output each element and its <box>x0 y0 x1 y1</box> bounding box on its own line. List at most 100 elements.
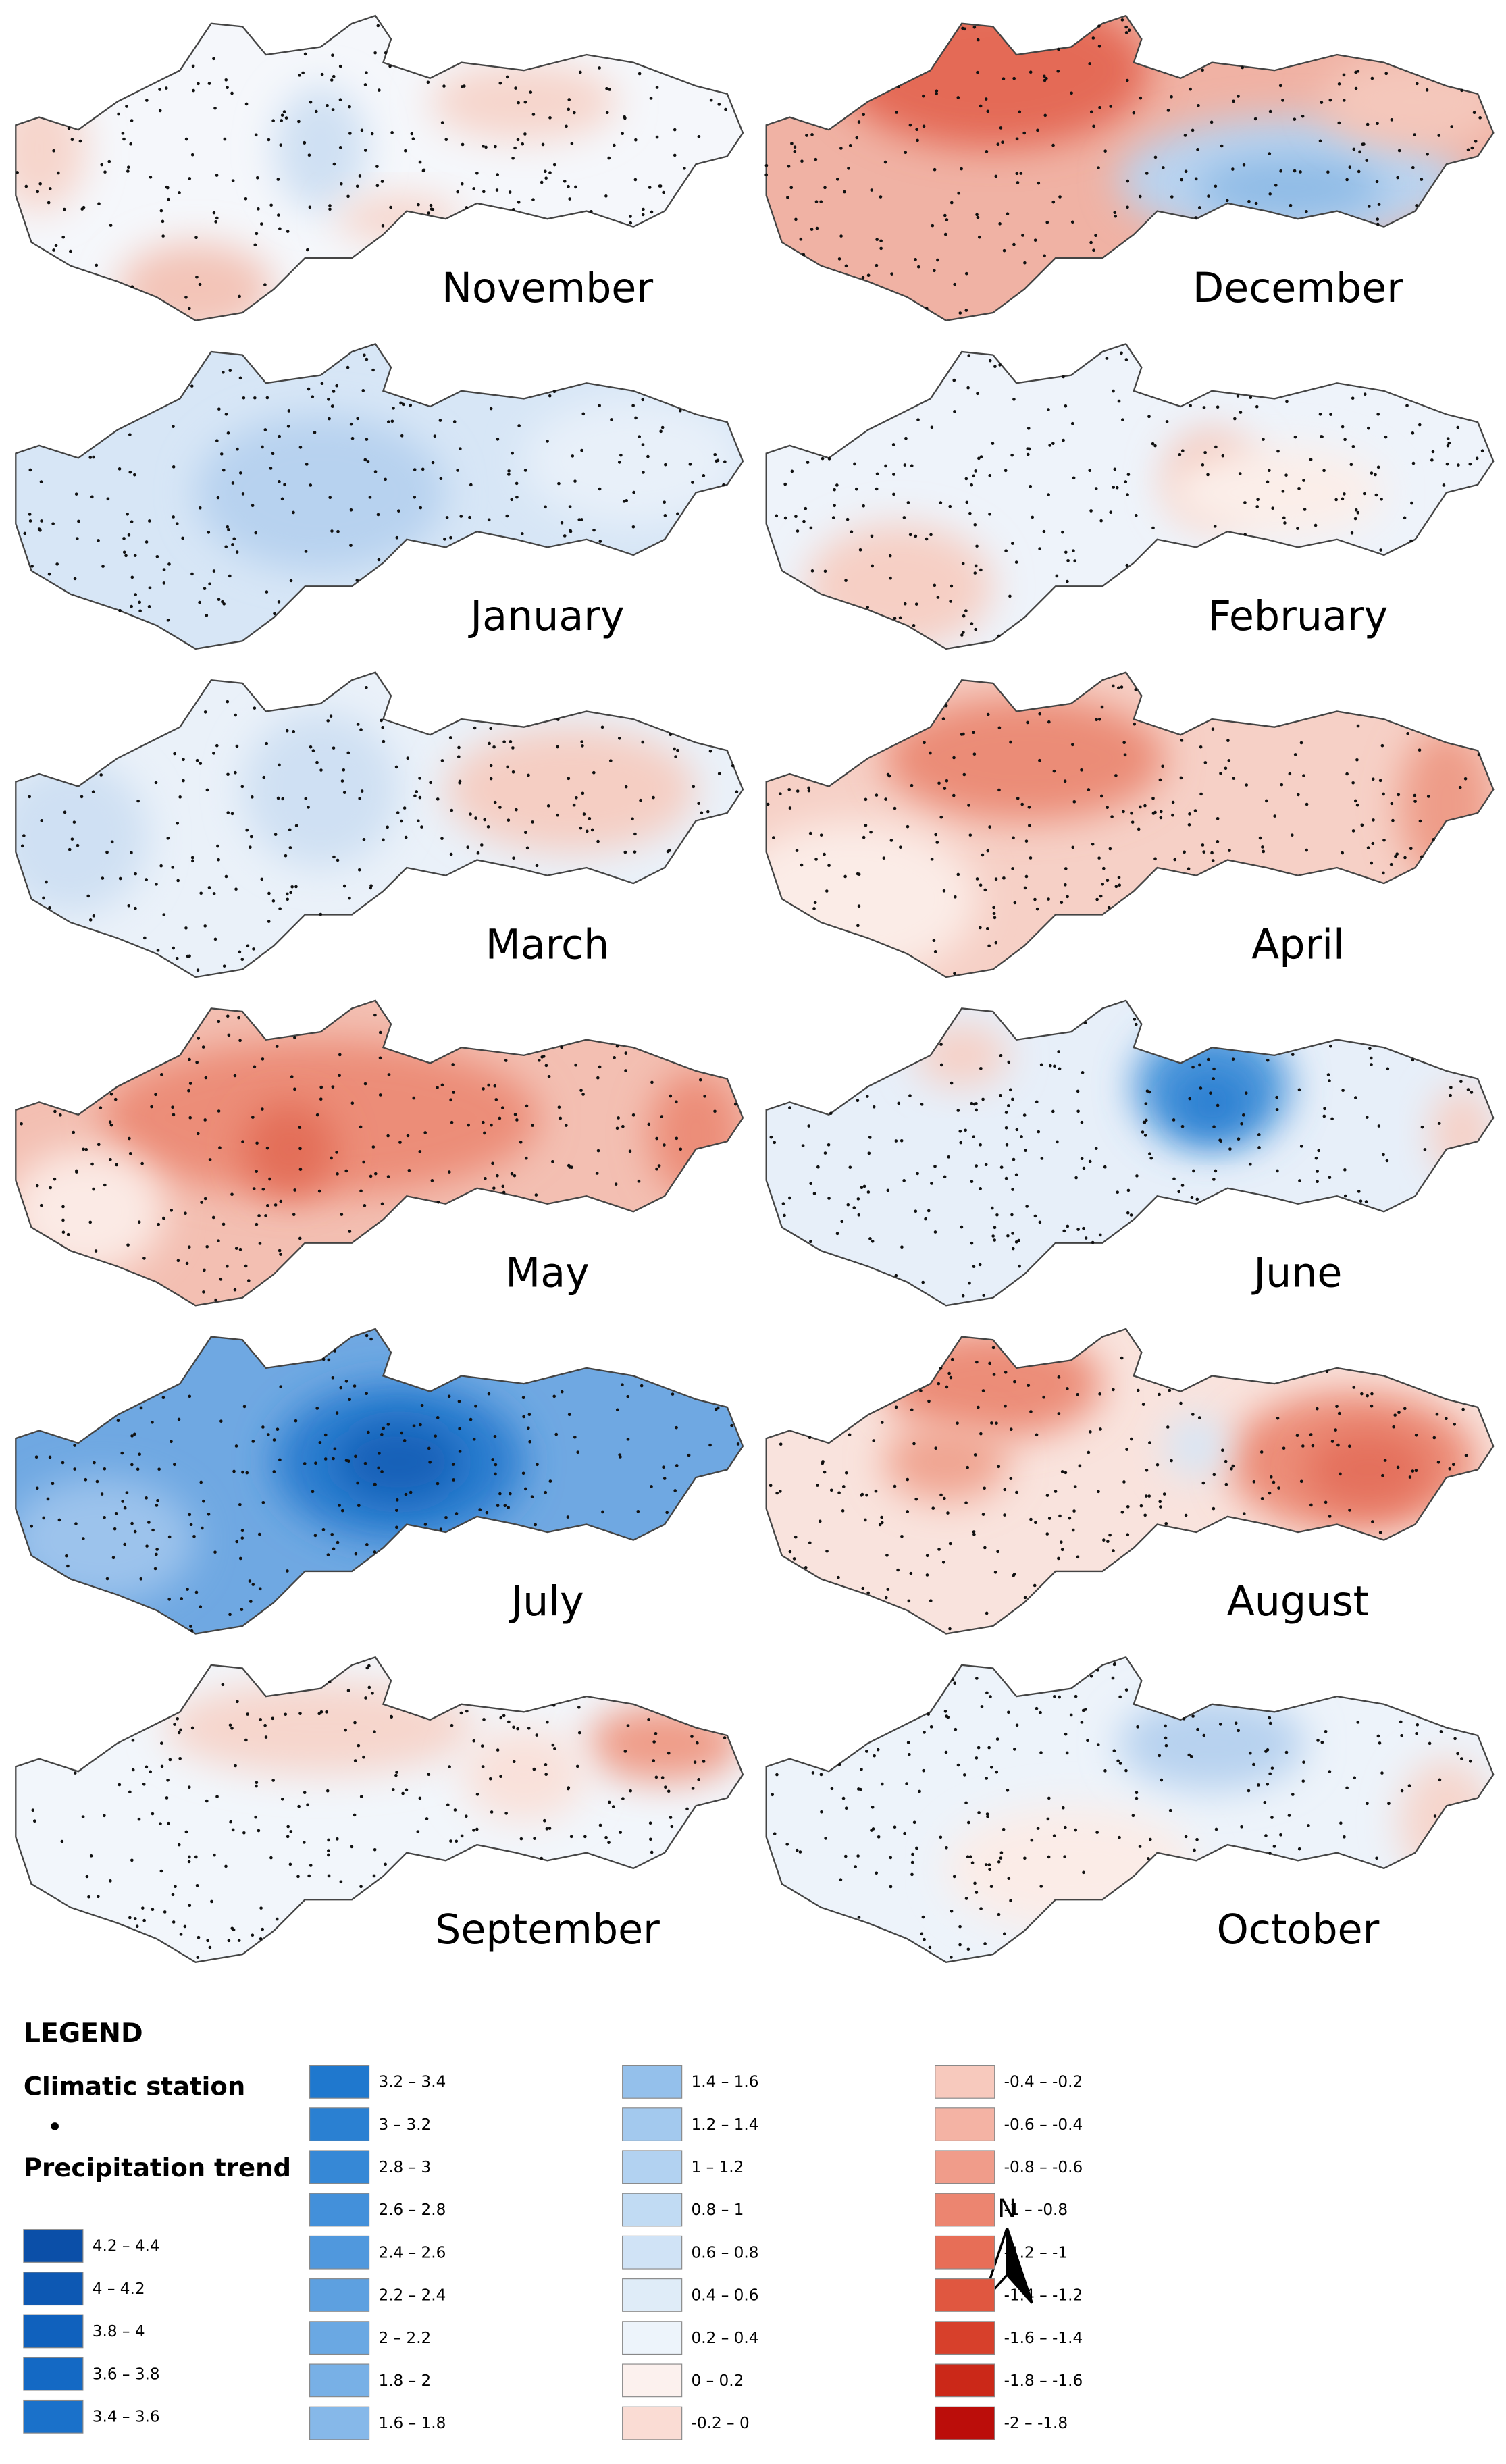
station <box>223 137 227 141</box>
month-label: March <box>486 921 609 968</box>
station <box>254 531 258 535</box>
station <box>109 224 113 227</box>
station <box>916 265 920 269</box>
station <box>950 201 954 205</box>
station <box>1051 1109 1055 1113</box>
station <box>1097 166 1100 169</box>
station <box>933 167 937 172</box>
legend-swatch <box>935 2363 995 2398</box>
trend-area <box>766 820 978 978</box>
station <box>378 1056 382 1060</box>
station <box>511 207 515 211</box>
station <box>327 1853 330 1857</box>
station <box>418 777 421 780</box>
station <box>693 1760 697 1764</box>
station <box>1418 423 1422 427</box>
station <box>976 215 980 219</box>
legend-swatch <box>935 2107 995 2141</box>
station <box>1309 1433 1313 1436</box>
legend-label: 2 – 2.2 <box>378 2330 431 2347</box>
station <box>47 572 51 576</box>
station <box>133 554 137 557</box>
station <box>1268 109 1272 113</box>
month-label: February <box>1208 593 1388 640</box>
station <box>697 135 701 138</box>
station <box>145 1496 148 1500</box>
station <box>1072 476 1076 480</box>
station <box>1002 248 1006 253</box>
station <box>1302 1760 1305 1764</box>
station <box>138 1452 142 1457</box>
station <box>456 190 459 194</box>
station <box>837 257 841 261</box>
station <box>303 1791 307 1795</box>
month-label: November <box>442 265 653 312</box>
station <box>460 1834 464 1838</box>
station <box>178 795 182 799</box>
station <box>284 116 288 120</box>
station <box>883 160 887 164</box>
station <box>230 1926 234 1931</box>
station <box>1400 1789 1404 1793</box>
station <box>915 128 918 132</box>
station <box>531 198 535 201</box>
station <box>1134 514 1138 517</box>
station <box>810 228 814 231</box>
station <box>70 138 74 142</box>
station <box>130 575 134 579</box>
station <box>884 464 887 468</box>
station <box>960 733 964 736</box>
station <box>566 1515 570 1519</box>
station <box>294 824 298 828</box>
station <box>1107 906 1111 910</box>
station <box>1369 1056 1373 1060</box>
station <box>244 1738 248 1742</box>
station <box>991 442 995 445</box>
station <box>515 481 519 486</box>
station <box>655 86 659 89</box>
station <box>1147 1090 1151 1094</box>
station <box>576 1450 579 1454</box>
station <box>1461 1407 1465 1411</box>
station <box>28 513 32 516</box>
station <box>411 137 415 140</box>
legend-label: 1.4 – 1.6 <box>692 2074 759 2091</box>
station <box>155 1504 159 1507</box>
station <box>142 1257 146 1260</box>
station <box>1062 375 1065 379</box>
station <box>226 700 230 704</box>
station <box>1239 411 1243 414</box>
station <box>311 1490 315 1494</box>
station <box>348 132 352 135</box>
station <box>794 217 798 221</box>
station <box>1126 179 1130 183</box>
legend-label: 0.6 – 0.8 <box>692 2244 759 2261</box>
station <box>359 728 363 731</box>
legend-swatch <box>309 2065 370 2099</box>
station <box>1141 1130 1145 1134</box>
station <box>222 964 226 968</box>
station <box>99 1106 103 1109</box>
station <box>669 1816 673 1819</box>
station <box>1039 1885 1043 1888</box>
station <box>287 409 291 413</box>
station <box>1171 800 1175 804</box>
station <box>373 1013 377 1017</box>
station <box>494 145 497 149</box>
station <box>1370 76 1374 80</box>
station <box>1420 855 1424 859</box>
station <box>910 1872 914 1877</box>
station <box>265 590 269 594</box>
station <box>1089 110 1093 114</box>
station <box>1023 1856 1027 1860</box>
country-outline <box>15 999 744 1307</box>
station <box>988 359 992 363</box>
station <box>335 1411 339 1415</box>
station <box>366 460 370 463</box>
station <box>975 1756 979 1760</box>
station <box>307 806 310 809</box>
legend-label: 2.2 – 2.4 <box>378 2287 446 2305</box>
station <box>795 849 799 852</box>
station <box>997 788 1001 792</box>
station <box>1341 851 1344 855</box>
